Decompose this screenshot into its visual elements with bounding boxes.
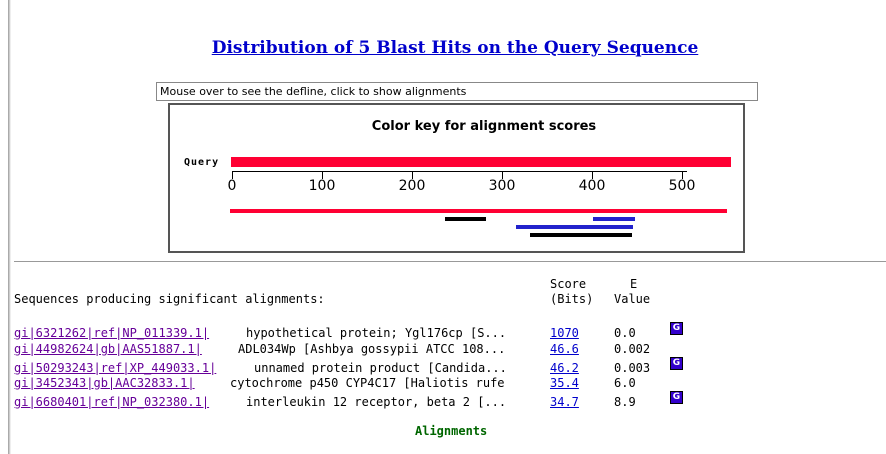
results-heading: Sequences producing significant alignmen… — [14, 292, 325, 306]
axis-line — [232, 171, 687, 172]
evalue: 8.9 — [614, 395, 636, 409]
axis-tick — [502, 171, 503, 179]
window-edge — [8, 0, 11, 454]
evalue: 0.003 — [614, 361, 651, 375]
key-segment-lt40: <40 — [267, 138, 295, 152]
key-segment-80-200: 80-200 — [557, 138, 605, 152]
hit-bar[interactable] — [529, 233, 633, 237]
sequence-description: hypothetical protein; Ygl176cp [S... — [246, 326, 507, 340]
evalue: 0.002 — [614, 342, 651, 356]
hit-bar[interactable] — [592, 217, 635, 221]
sequence-id-link[interactable]: gi|44982624|gb|AAS51887.1| — [14, 342, 202, 356]
sequence-id-link[interactable]: gi|6321262|ref|NP_011339.1| — [14, 326, 210, 340]
sequence-id-link[interactable]: gi|50293243|ref|XP_449033.1| — [14, 361, 217, 375]
score-link[interactable]: 34.7 — [550, 395, 579, 409]
axis-tick — [412, 171, 413, 179]
sequence-description: ADL034Wp [Ashbya gossypii ATCC 108... — [238, 342, 506, 356]
score-link[interactable]: 1070 — [550, 326, 579, 340]
evalue-header: E — [630, 277, 638, 291]
gene-link-icon[interactable]: G — [670, 357, 683, 370]
gene-link-icon[interactable]: G — [670, 322, 683, 335]
key-segment-40-50: 40-50 — [361, 138, 401, 152]
axis-tick — [592, 171, 593, 179]
alignments-heading: Alignments — [415, 424, 488, 438]
axis-tick-label: 100 — [308, 178, 336, 194]
score-link[interactable]: 46.6 — [550, 342, 579, 356]
query-bar — [231, 157, 731, 167]
hit-bar[interactable] — [445, 217, 487, 221]
blast-graphic: Color key for alignment scores <40 40-50… — [168, 103, 745, 253]
evalue-header-value: Value — [614, 292, 651, 306]
axis-tick-label: 200 — [398, 178, 426, 194]
evalue: 6.0 — [614, 376, 636, 390]
defline-box: Mouse over to see the defline, click to … — [156, 82, 758, 101]
axis-tick-label: 400 — [578, 178, 606, 194]
score-header-bits: (Bits) — [550, 292, 594, 306]
sequence-description: unnamed protein product [Candida... — [254, 361, 507, 375]
axis-tick — [322, 171, 323, 179]
page-title: Distribution of 5 Blast Hits on the Quer… — [211, 38, 699, 58]
gene-link-icon[interactable]: G — [670, 391, 683, 404]
hit-bar[interactable] — [230, 209, 727, 213]
sequence-id-link[interactable]: gi|3452343|gb|AAC32833.1| — [14, 376, 195, 390]
axis-tick — [232, 171, 233, 179]
axis-tick-label: 300 — [488, 178, 516, 194]
score-header: Score — [550, 277, 587, 291]
sequence-description: interleukin 12 receptor, beta 2 [... — [246, 395, 507, 409]
divider — [14, 261, 886, 262]
key-segment-ge200: >=200 — [658, 138, 704, 152]
color-key-title: Color key for alignment scores — [371, 119, 597, 134]
score-link[interactable]: 46.2 — [550, 361, 579, 375]
key-segment-50-80: 50-80 — [461, 138, 501, 152]
axis-tick-label: 0 — [227, 178, 237, 194]
axis-tick — [682, 171, 683, 179]
evalue: 0.0 — [614, 326, 636, 340]
axis-tick-label: 500 — [668, 178, 696, 194]
query-label: Query — [184, 157, 220, 168]
sequence-description: cytochrome p450 CYP4C17 [Haliotis rufe — [230, 376, 505, 390]
score-link[interactable]: 35.4 — [550, 376, 579, 390]
hit-bar[interactable] — [516, 225, 634, 229]
sequence-id-link[interactable]: gi|6680401|ref|NP_032380.1| — [14, 395, 210, 409]
